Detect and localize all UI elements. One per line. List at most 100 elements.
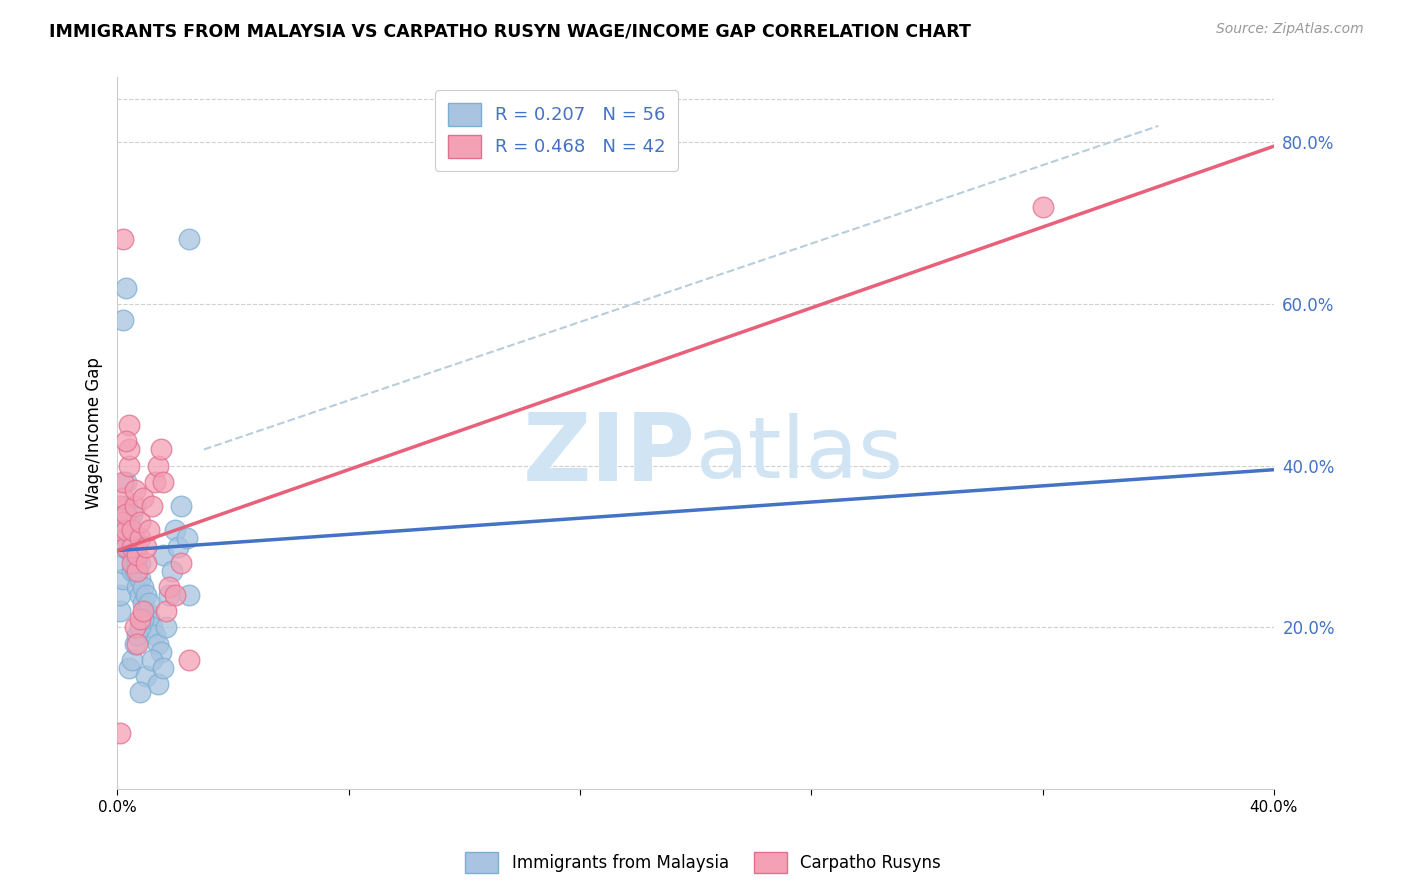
Point (135, 588, 157, 602)
Point (111, 556, 134, 570)
Point (127, 556, 149, 570)
Point (157, 588, 180, 602)
Legend: R = 0.207   N = 56, R = 0.468   N = 42: R = 0.207 N = 56, R = 0.468 N = 42 (436, 90, 678, 170)
Point (152, 475, 174, 489)
Point (132, 596, 155, 610)
Point (111, 232, 134, 246)
Point (163, 524, 186, 538)
Point (118, 515, 141, 529)
Point (111, 491, 134, 505)
Point (108, 524, 131, 538)
Point (108, 588, 131, 602)
Text: IMMIGRANTS FROM MALAYSIA VS CARPATHO RUSYN WAGE/INCOME GAP CORRELATION CHART: IMMIGRANTS FROM MALAYSIA VS CARPATHO RUS… (49, 22, 972, 40)
Point (127, 628, 149, 642)
Point (135, 556, 157, 570)
Point (157, 580, 180, 594)
Point (163, 588, 186, 602)
Point (111, 475, 134, 489)
Point (115, 475, 138, 489)
Point (115, 540, 138, 554)
Legend: Immigrants from Malaysia, Carpatho Rusyns: Immigrants from Malaysia, Carpatho Rusyn… (458, 846, 948, 880)
Point (115, 507, 138, 521)
Point (108, 604, 131, 618)
Text: Source: ZipAtlas.com: Source: ZipAtlas.com (1216, 22, 1364, 37)
Point (141, 620, 163, 634)
Point (132, 604, 155, 618)
Point (124, 548, 146, 562)
Point (121, 564, 143, 578)
Point (111, 572, 134, 586)
Point (132, 580, 155, 594)
Point (127, 548, 149, 562)
Point (143, 628, 166, 642)
Point (129, 532, 152, 546)
Point (121, 524, 143, 538)
Point (1032, 200, 1054, 214)
Point (124, 564, 146, 578)
Text: atlas: atlas (696, 413, 904, 496)
Point (115, 499, 138, 513)
Point (111, 515, 134, 529)
Point (152, 548, 174, 562)
Point (129, 588, 152, 602)
Point (160, 564, 183, 578)
Point (170, 499, 193, 513)
Point (167, 540, 190, 554)
Point (121, 653, 143, 667)
Point (135, 604, 157, 618)
Point (118, 661, 141, 675)
Point (155, 620, 177, 634)
Point (149, 645, 172, 659)
Point (179, 588, 201, 602)
Point (146, 636, 169, 650)
Point (132, 612, 155, 626)
Point (124, 532, 146, 546)
Point (138, 524, 160, 538)
Point (138, 612, 160, 626)
Point (124, 620, 146, 634)
Point (179, 653, 201, 667)
Point (127, 636, 149, 650)
Point (115, 524, 138, 538)
Point (143, 475, 166, 489)
Y-axis label: Wage/Income Gap: Wage/Income Gap (86, 358, 103, 509)
Point (129, 612, 152, 626)
Point (129, 685, 152, 699)
Point (127, 580, 149, 594)
Point (111, 313, 134, 327)
Point (118, 540, 141, 554)
Point (118, 458, 141, 473)
Point (135, 540, 157, 554)
Point (115, 281, 138, 295)
Point (115, 524, 138, 538)
Point (118, 418, 141, 433)
Point (108, 499, 131, 513)
Point (179, 232, 201, 246)
Point (141, 653, 163, 667)
Point (129, 556, 152, 570)
Point (115, 434, 138, 449)
Point (129, 572, 152, 586)
Point (141, 499, 163, 513)
Point (135, 669, 157, 683)
Point (108, 725, 131, 739)
Point (124, 636, 146, 650)
Point (124, 499, 146, 513)
Point (146, 458, 169, 473)
Point (127, 540, 149, 554)
Point (111, 540, 134, 554)
Point (176, 532, 198, 546)
Point (121, 540, 143, 554)
Point (121, 532, 143, 546)
Point (124, 483, 146, 497)
Point (170, 556, 193, 570)
Point (118, 442, 141, 457)
Point (138, 596, 160, 610)
Point (121, 548, 143, 562)
Point (155, 604, 177, 618)
Point (129, 620, 152, 634)
Point (146, 677, 169, 691)
Text: ZIP: ZIP (523, 409, 696, 500)
Point (121, 507, 143, 521)
Point (129, 515, 152, 529)
